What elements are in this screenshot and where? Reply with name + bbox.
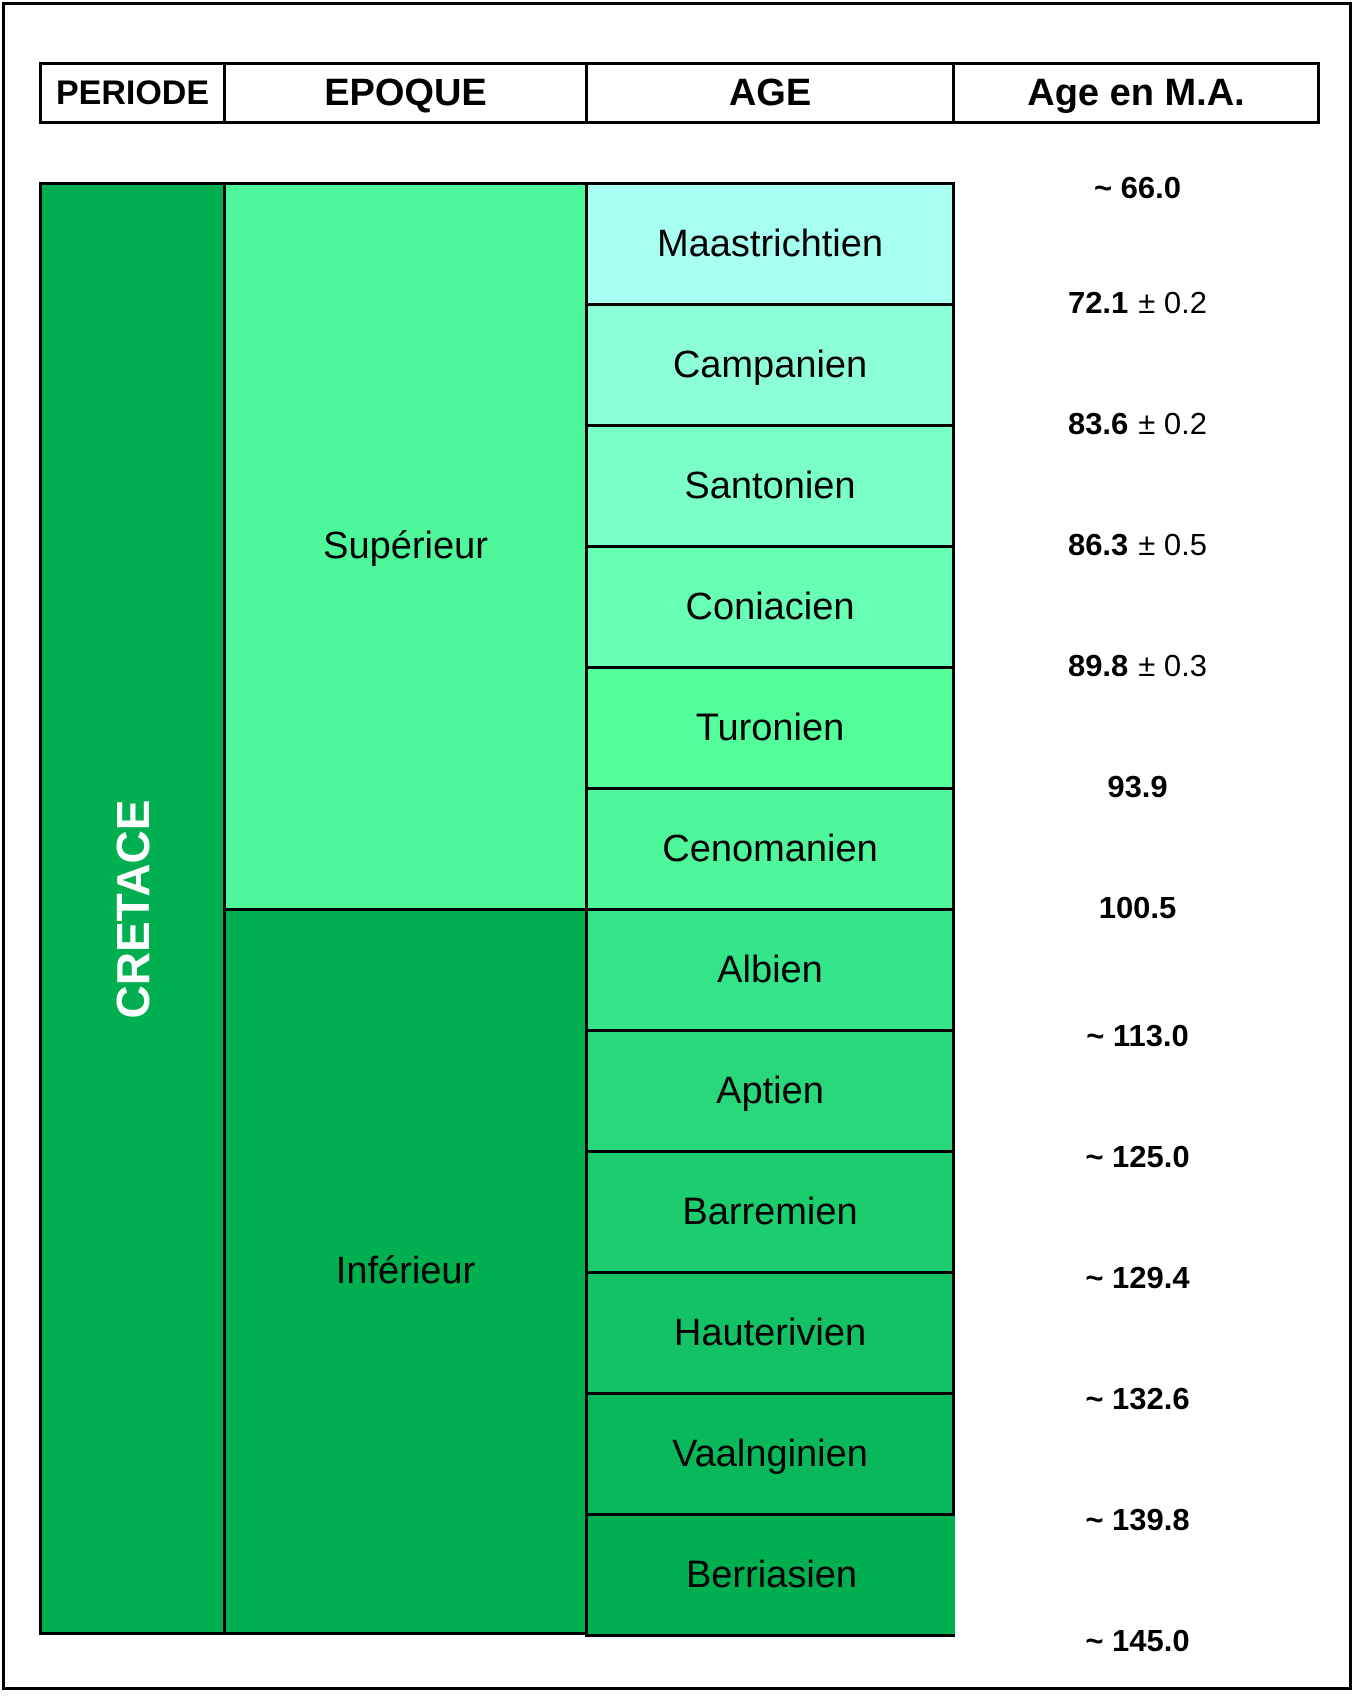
age-santonien: Santonien [585,424,955,548]
age-label: Campanien [672,343,868,386]
boundary-value: 86.3 [1067,527,1129,562]
header-age-ma: Age en M.A. [952,62,1320,124]
periode-cretace: CRETACE [39,182,226,1635]
epoque-superieur: Supérieur [223,182,588,911]
age-label: Barremien [682,1190,858,1233]
boundary-value: ~ 125.0 [1085,1139,1190,1174]
age-label: Berriasien [685,1553,858,1596]
boundary-value: 93.9 [1107,769,1168,804]
age-campanien: Campanien [585,303,955,427]
epoque-label: Supérieur [323,525,488,567]
header-periode: PERIODE [39,62,226,124]
age-label: Hauterivien [673,1311,867,1354]
boundary-value: ~ 139.8 [1085,1502,1190,1537]
age-boundary: 86.3 ± 0.5 [960,525,1315,565]
age-boundary: ~ 66.0 [960,168,1315,208]
boundary-value: 100.5 [1098,890,1177,925]
age-label: Aptien [716,1069,824,1112]
age-vaalnginien: Vaalnginien [585,1392,955,1516]
age-barremien: Barremien [585,1150,955,1274]
age-label: Cenomanien [662,827,878,870]
boundary-uncertainty: ± 0.5 [1138,527,1208,562]
age-aptien: Aptien [585,1029,955,1153]
epoque-label: Inférieur [335,1250,476,1292]
age-boundary: 83.6 ± 0.2 [960,404,1315,444]
boundary-uncertainty: ± 0.2 [1138,406,1208,441]
age-boundary: ~ 132.6 [960,1379,1315,1419]
age-cenomanien: Cenomanien [585,787,955,911]
age-boundary: 100.5 [960,888,1315,928]
age-label: Santonien [684,464,856,507]
age-boundary: ~ 113.0 [960,1016,1315,1056]
boundary-value: ~ 129.4 [1085,1260,1190,1295]
age-hauterivien: Hauterivien [585,1271,955,1395]
boundary-value: ~ 132.6 [1085,1381,1190,1416]
age-maastrichtien: Maastrichtien [585,182,955,306]
boundary-value: ~ 145.0 [1085,1623,1190,1658]
boundary-uncertainty: ± 0.3 [1138,648,1208,683]
age-boundary: 89.8 ± 0.3 [960,646,1315,686]
boundary-value: 89.8 [1067,648,1129,683]
age-boundary: ~ 125.0 [960,1137,1315,1177]
header-age: AGE [585,62,955,124]
boundary-value: 83.6 [1067,406,1129,441]
age-albien: Albien [585,908,955,1032]
epoque-inferieur: Inférieur [223,908,588,1635]
boundary-value: ~ 113.0 [1086,1018,1189,1053]
age-boundary: ~ 139.8 [960,1500,1315,1540]
boundary-value: 72.1 [1067,285,1129,320]
age-boundary: ~ 145.0 [960,1621,1315,1661]
age-label: Maastrichtien [657,222,883,265]
age-label: Vaalnginien [672,1432,868,1475]
boundary-uncertainty: ± 0.2 [1138,285,1208,320]
age-coniacien: Coniacien [585,545,955,669]
age-boundary: ~ 129.4 [960,1258,1315,1298]
periode-label: CRETACE [106,799,159,1018]
age-turonien: Turonien [585,666,955,790]
header-epoque: EPOQUE [223,62,588,124]
age-boundary: 72.1 ± 0.2 [960,283,1315,323]
age-label: Albien [717,948,823,991]
age-boundary: 93.9 [960,767,1315,807]
age-label: Turonien [695,706,845,749]
age-label: Coniacien [685,585,855,628]
age-berriasien: Berriasien [585,1513,955,1637]
boundary-value: ~ 66.0 [1093,170,1182,205]
